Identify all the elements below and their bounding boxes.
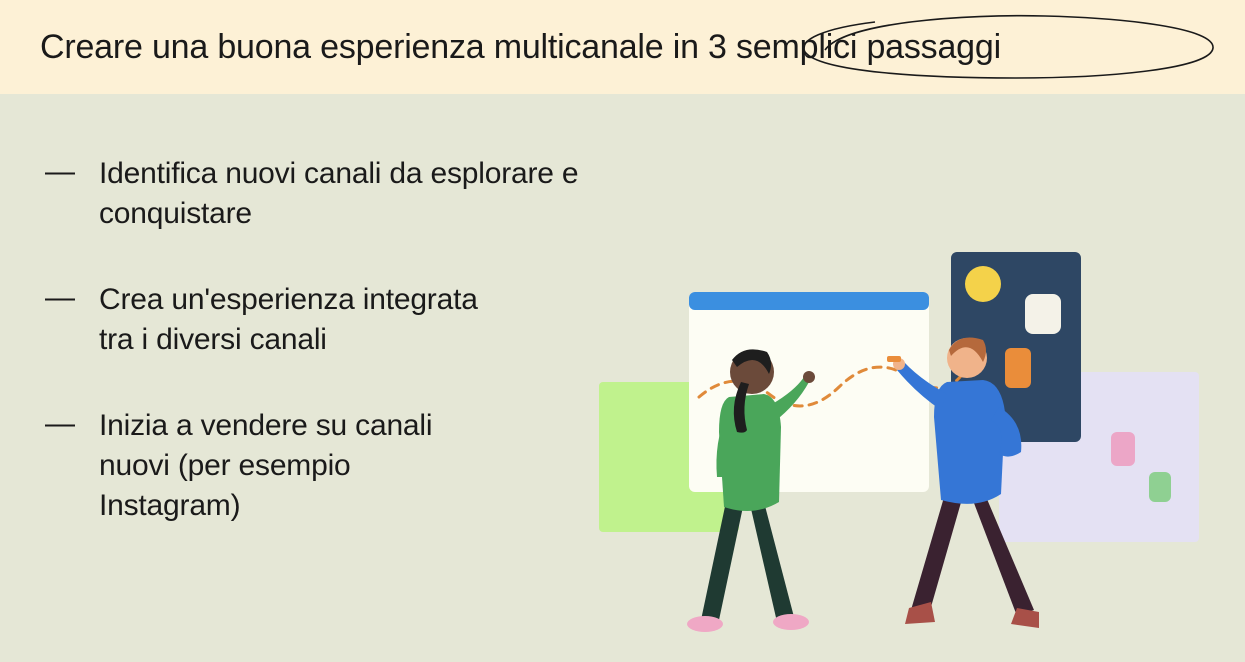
title-highlight: 3 semplici passaggi: [708, 28, 1001, 66]
bullet-text: Crea un'esperienza integrata tra i diver…: [75, 280, 495, 360]
list-item: — Inizia a vendere su canali nuovi (per …: [45, 406, 620, 526]
list-item: — Crea un'esperienza integrata tra i div…: [45, 280, 620, 360]
bullet-text: Identifica nuovi canali da esplorare e c…: [75, 154, 615, 234]
people-boards-illustration: [569, 222, 1209, 642]
bullet-dash-icon: —: [45, 406, 75, 442]
content-area: — Identifica nuovi canali da esplorare e…: [0, 94, 1245, 662]
bullet-dash-icon: —: [45, 280, 75, 316]
header-bar: Creare una buona esperienza multicanale …: [0, 0, 1245, 94]
list-item: — Identifica nuovi canali da esplorare e…: [45, 154, 620, 234]
bullet-list: — Identifica nuovi canali da esplorare e…: [0, 94, 640, 662]
bullet-dash-icon: —: [45, 154, 75, 190]
bullet-text: Inizia a vendere su canali nuovi (per es…: [75, 406, 455, 526]
title-prefix: Creare una buona esperienza multicanale …: [40, 28, 708, 66]
page-title: Creare una buona esperienza multicanale …: [40, 28, 1001, 67]
